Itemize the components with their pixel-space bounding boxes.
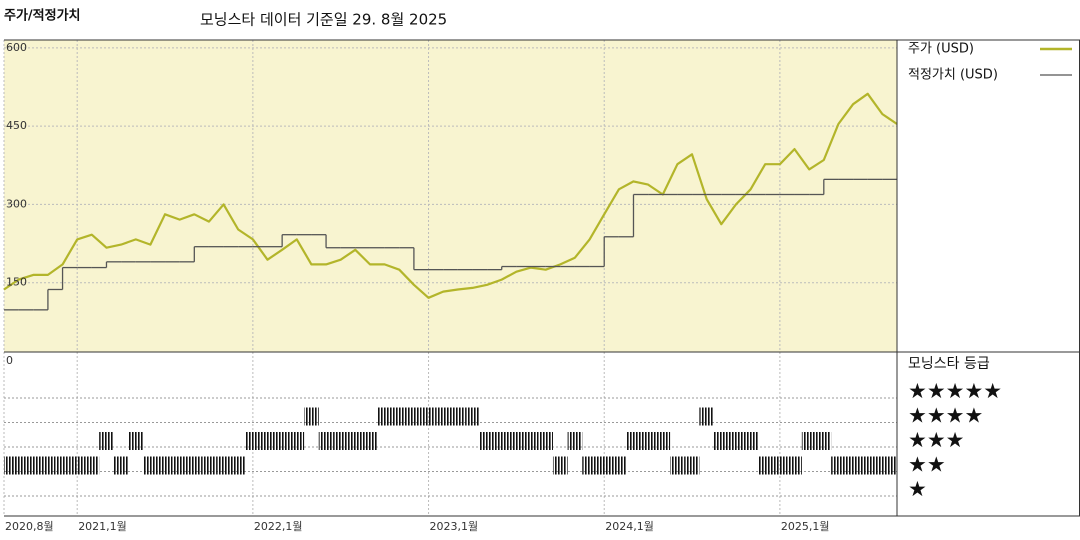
x-tick-label: 2020,8월 [5,520,54,533]
rating-bar [84,456,100,475]
rating-bar [889,456,897,475]
rating-bar [684,456,700,475]
x-tick-label: 2024,1월 [605,520,654,533]
rating-bar [201,456,217,475]
x-tick-label: 2025,1월 [781,520,830,533]
rating-bar [494,432,510,450]
rating-bar [523,432,539,450]
rating-bar [743,432,758,450]
price-panel [4,40,897,352]
x-tick-label: 2023,1월 [430,520,479,533]
rating-bar [421,407,436,426]
rating-bar [801,432,817,450]
rating-bar [875,456,890,475]
rating-bar [450,407,466,426]
rating-bar [216,456,231,475]
rating-bar [186,456,202,475]
rating-bar [479,432,495,450]
rating-bar [714,432,729,450]
y-tick-label: 300 [6,197,27,210]
rating-bar [831,456,846,475]
rating-bar [230,456,246,475]
rating-bar [260,432,275,450]
rating-bar [611,456,627,475]
rating-bar [787,456,802,475]
rating-label: ★ [908,477,927,501]
y-tick-label: 600 [6,41,27,54]
legend-label: 주가 (USD) [908,42,974,57]
rating-bar [362,432,378,450]
rating-bar [538,432,553,450]
x-tick-label: 2021,1월 [78,520,127,533]
rating-bar [245,432,261,450]
rating-bar [172,456,187,475]
rating-bar [289,432,305,450]
rating-bar [670,456,685,475]
legend-label: 적정가치 (USD) [908,68,998,83]
rating-bar [377,407,392,426]
rating-bar [640,432,656,450]
rating-bar [596,456,612,475]
rating-bar [304,407,319,426]
rating-bar [40,456,56,475]
rating-bar [391,407,407,426]
rating-bar [728,432,744,450]
rating-label: ★★ [908,453,946,477]
rating-bar [465,407,480,426]
rating-bar [274,432,290,450]
y-tick-label: 450 [6,119,27,132]
rating-title: 모닝스타 등급 [908,356,990,372]
rating-bar [772,456,788,475]
rating-bar [435,407,451,426]
rating-bar [348,432,363,450]
rating-label: ★★★★★ [908,379,1002,403]
rating-bar [552,456,568,475]
rating-bar [25,456,41,475]
rating-bar [567,432,583,450]
rating-bar [99,432,114,450]
rating-bar [582,456,597,475]
chart-title: 주가/적정가치 [4,8,81,24]
price-line [3,92,898,299]
rating-bar [626,432,641,450]
rating-bar [318,432,334,450]
rating-bar [509,432,524,450]
rating-label: ★★★★ [908,404,983,428]
rating-bar [845,456,861,475]
rating-bar [655,432,671,450]
rating-bar [143,456,158,475]
x-tick-label: 2022,1월 [254,520,303,533]
rating-bar [816,432,832,450]
rating-bar [55,456,70,475]
rating-bar [860,456,876,475]
chart-subtitle: 모닝스타 데이터 기준일 29. 8월 2025 [200,11,447,29]
rating-bar [128,432,144,450]
rating-bar [69,456,85,475]
rating-bar [157,456,173,475]
rating-bar [406,407,422,426]
y-tick-label: 0 [6,354,13,367]
rating-label: ★★★ [908,428,964,452]
rating-bar [699,407,715,426]
rating-bar [11,456,26,475]
rating-bar [113,456,129,475]
rating-bar [757,456,773,475]
y-tick-label: 150 [6,276,27,289]
rating-bar [333,432,349,450]
